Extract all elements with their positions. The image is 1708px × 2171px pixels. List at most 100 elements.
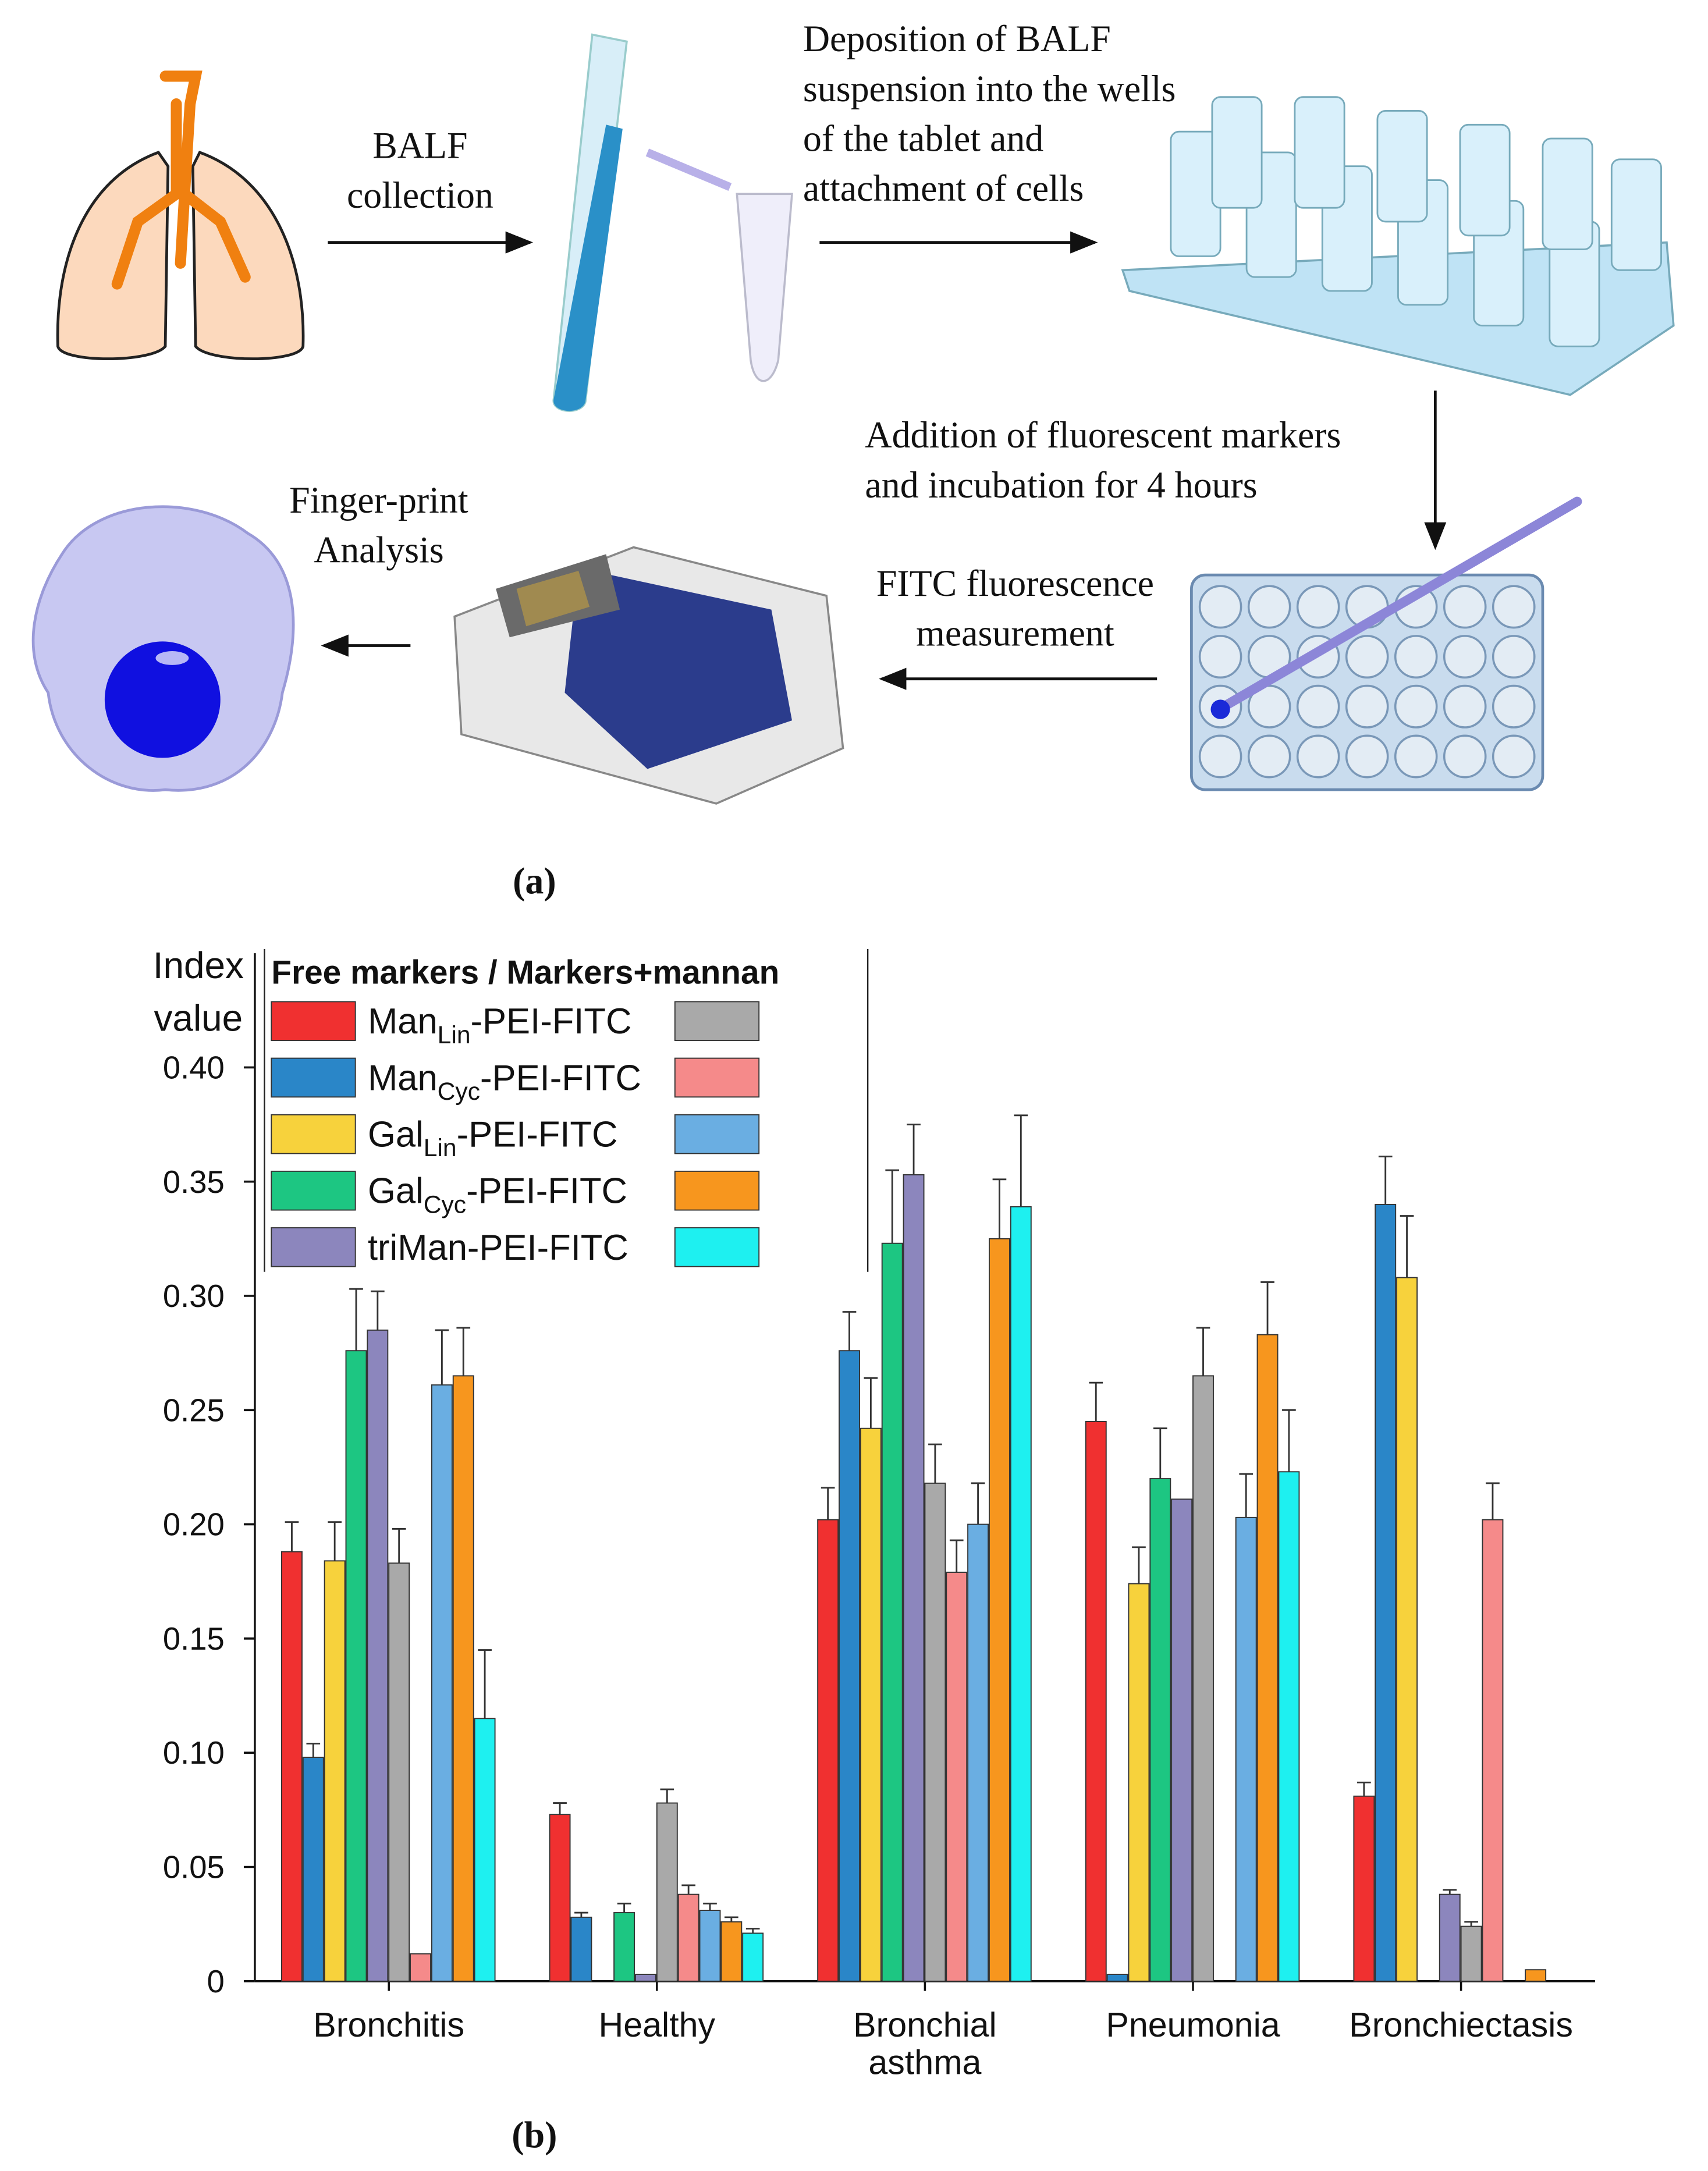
y-tick-label: 0.20 bbox=[163, 1507, 225, 1543]
error-bar bbox=[1089, 1381, 1103, 1422]
legend-label-part: Lin bbox=[424, 1134, 457, 1162]
y-tick-label: 0.25 bbox=[163, 1392, 225, 1428]
bar bbox=[613, 1912, 635, 1982]
error-bar bbox=[885, 1169, 900, 1243]
error-bar bbox=[1239, 1473, 1254, 1518]
error-bar bbox=[681, 1884, 695, 1895]
bar bbox=[1171, 1498, 1193, 1982]
bar bbox=[881, 1242, 903, 1982]
legend-label: GalCyc-PEI-FITC bbox=[368, 1171, 627, 1218]
bar bbox=[1256, 1334, 1279, 1982]
text-line: Finger-print bbox=[289, 479, 468, 521]
well bbox=[1443, 585, 1487, 629]
legend-label: triMan-PEI-FITC bbox=[368, 1228, 628, 1268]
bar bbox=[1460, 1925, 1482, 1982]
well bbox=[1492, 635, 1536, 679]
well bbox=[1492, 684, 1536, 729]
bar bbox=[839, 1350, 860, 1982]
well bbox=[1296, 585, 1340, 629]
well bbox=[1443, 635, 1487, 679]
legend-label: ManLin-PEI-FITC bbox=[368, 1001, 631, 1049]
test-tube-icon bbox=[552, 33, 793, 412]
legend-label-part: Man bbox=[368, 1001, 438, 1042]
chart: 0 0.05 0.10 0.15 0.20 0.25 0.30 0.35 0.40 Index va… bbox=[153, 944, 1595, 2081]
error-bar bbox=[660, 1788, 674, 1803]
step-label: BALF collection bbox=[347, 125, 493, 216]
legend-label: GalLin-PEI-FITC bbox=[368, 1114, 618, 1162]
well bbox=[1247, 684, 1291, 729]
bar bbox=[988, 1238, 1010, 1982]
legend-swatch bbox=[271, 1057, 356, 1098]
text-line: Analysis bbox=[314, 530, 444, 571]
bar bbox=[431, 1384, 453, 1982]
bar bbox=[367, 1329, 389, 1982]
legend-label-part: -PEI-FITC bbox=[457, 1114, 618, 1154]
bar bbox=[634, 1974, 656, 1982]
legend-swatch bbox=[674, 1170, 760, 1211]
bar bbox=[1525, 1969, 1547, 1982]
legend: Free markers / Markers+mannanManLin-PEI-… bbox=[264, 948, 869, 1272]
well bbox=[1247, 734, 1291, 779]
y-axis-label: value bbox=[154, 997, 243, 1039]
legend-label-part: -PEI-FITC bbox=[466, 1171, 627, 1211]
error-bar bbox=[371, 1290, 385, 1330]
legend-label-part: Lin bbox=[438, 1021, 471, 1049]
error-bar bbox=[1196, 1327, 1210, 1376]
error-bar bbox=[1014, 1114, 1028, 1207]
x-tick-label: Healthy bbox=[599, 2005, 716, 2044]
text-line: Addition of fluorescent markers bbox=[865, 414, 1341, 456]
error-bar bbox=[328, 1521, 342, 1561]
bar bbox=[946, 1572, 968, 1982]
well bbox=[1198, 635, 1242, 679]
bar bbox=[1439, 1893, 1461, 1982]
legend-label-part: Cyc bbox=[424, 1191, 466, 1218]
text-line: suspension into the wells bbox=[803, 68, 1176, 109]
well bbox=[1345, 635, 1389, 679]
spectrometer-icon bbox=[453, 546, 844, 805]
error-bar bbox=[349, 1288, 363, 1351]
text-line: of the tablet and bbox=[803, 118, 1043, 159]
error-bar bbox=[992, 1178, 1007, 1239]
bar bbox=[656, 1802, 678, 1982]
bar bbox=[860, 1427, 882, 1982]
error-bar bbox=[435, 1329, 449, 1385]
error-bar bbox=[1400, 1215, 1414, 1278]
bar bbox=[817, 1519, 839, 1982]
bar bbox=[474, 1718, 496, 1982]
bar bbox=[924, 1482, 946, 1982]
x-tick-label: Bronchiectasis bbox=[1349, 2005, 1573, 2044]
error-bar bbox=[1153, 1427, 1167, 1479]
step-label: FITC fluorescence measurement bbox=[876, 563, 1154, 654]
bar bbox=[570, 1916, 592, 1982]
bar bbox=[1482, 1519, 1504, 1982]
legend-swatch bbox=[674, 1227, 760, 1267]
panel-label: (b) bbox=[512, 2114, 557, 2155]
legend-label-part: Cyc bbox=[438, 1078, 480, 1106]
bar bbox=[1192, 1375, 1214, 1982]
y-tick-label: 0 bbox=[207, 1964, 225, 1999]
text-line: measurement bbox=[916, 612, 1114, 653]
bar bbox=[1353, 1795, 1375, 1982]
lungs-icon bbox=[56, 70, 305, 360]
bar bbox=[720, 1921, 743, 1982]
bar bbox=[1235, 1516, 1257, 1982]
legend-swatch bbox=[674, 1114, 760, 1154]
well bbox=[1296, 734, 1340, 779]
microplate-icon bbox=[1190, 496, 1582, 791]
error-bar bbox=[864, 1377, 878, 1429]
well bbox=[1247, 585, 1291, 629]
cell-icon bbox=[31, 505, 295, 792]
bar bbox=[903, 1174, 925, 1982]
bar bbox=[302, 1757, 324, 1982]
error-bar bbox=[306, 1743, 321, 1758]
error-bar bbox=[574, 1911, 588, 1917]
error-bar bbox=[1464, 1921, 1478, 1927]
bar bbox=[1085, 1420, 1107, 1982]
bar bbox=[388, 1562, 410, 1982]
text-line: Deposition of BALF bbox=[803, 18, 1111, 59]
legend-label-part: -PEI-FITC bbox=[471, 1001, 632, 1042]
bar bbox=[549, 1814, 571, 1982]
bar bbox=[1149, 1478, 1171, 1982]
